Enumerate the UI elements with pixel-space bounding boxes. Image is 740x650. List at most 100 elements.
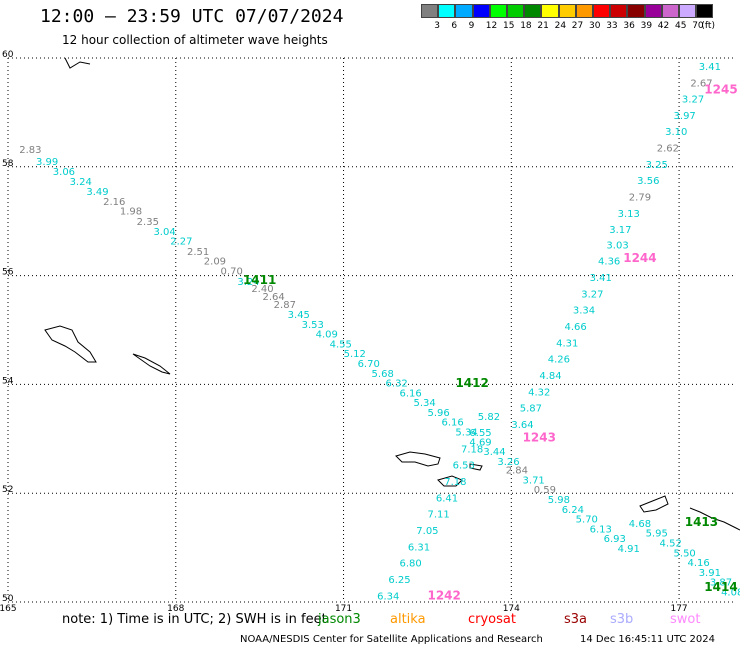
wave-height-value: 5.34 [455,428,477,439]
wave-height-value: 4.36 [598,257,620,268]
wave-height-value: 3.41 [699,62,721,73]
legend-swatch-label: 27 [571,21,584,31]
wave-height-value: 4.55 [330,339,352,350]
wave-height-value: 5.82 [478,412,500,423]
wave-height-value: 6.53 [453,461,475,472]
satellite-s3a: s3a [564,612,588,627]
legend-swatch-label: 9 [468,21,475,31]
wave-height-value: 5.50 [674,548,696,559]
island-east-1 [639,495,669,513]
wave-height-value: 5.87 [520,404,542,415]
lon-tick-label: 168 [167,604,184,614]
wave-height-value: 3.71 [523,475,545,486]
satellite-altika: altika [390,612,426,627]
wave-height-value: 4.91 [618,544,640,555]
lon-tick-label: 177 [670,604,687,614]
island-small-2 [437,475,463,487]
wave-height-value: 5.95 [646,529,668,540]
legend-unit: (ft) [701,21,715,31]
map-subtitle: 12 hour collection of altimeter wave hei… [62,33,328,47]
lat-tick-label: 52 [2,485,13,495]
track-1242: 6.34 6.25 6.80 6.31 7.05 7.11 6.41 7.18 6.53 7.18… [377,412,500,603]
legend-swatch [610,4,628,18]
wave-height-value: 3.06 [53,167,75,178]
legend-swatch-label: 42 [657,21,670,31]
wave-height-value: 6.55 [469,428,491,439]
wave-height-value: 3.34 [573,306,595,317]
legend-swatch-label: 45 [675,21,687,31]
track-1243: 3.64 5.87 4.32 4.84 4.26 4.31 4.66 3.34 3.27 3.41… [511,240,628,444]
satellite-cryosat: cryosat [468,612,516,627]
wave-height-value: 2.84 [506,466,528,477]
wave-height-value: 1.98 [120,207,142,218]
track-1411: 2.833.993.063.243.492.161.982.353.042.27… [19,145,519,468]
lon-tick-label: 165 [0,604,17,614]
legend-swatch [593,4,611,18]
satellite-s3b: s3b [610,612,634,627]
lat-tick-label: 58 [2,159,14,169]
lon-tick-label: 171 [335,604,352,614]
axis-tick-labels: 165 168 171 174 177 60 58 56 54 52 50 [0,50,688,614]
island-attu [44,325,97,363]
track-1414: 1414 [704,580,737,594]
wave-height-value: 4.66 [564,322,586,333]
wave-height-value: 3.26 [497,457,519,468]
wave-height-value: 3.41 [590,273,612,284]
legend-swatch [489,4,507,18]
island-small-1 [132,353,171,375]
wave-height-value: 6.41 [436,493,458,504]
wave-height-value: 4.26 [548,355,570,366]
island-amchitka [395,451,441,467]
footer-credit: NOAA/NESDIS Center for Satellite Applica… [240,634,543,645]
wave-height-value: 6.25 [388,575,410,586]
wave-height-value: 3.56 [637,176,659,187]
track-label: 1412 [455,376,488,390]
track-label: 1413 [685,515,718,529]
wave-height-value: 2.35 [137,217,159,228]
track-label: 1411 [243,273,276,287]
wave-height-value: 3.45 [288,310,310,321]
wave-height-value: 4.84 [539,371,561,382]
wave-height-value: 6.31 [408,542,430,553]
wave-height-value: 6.16 [400,388,422,399]
wave-height-value: 3.13 [618,209,640,220]
satellite-swot: swot [670,612,701,627]
wave-height-value: 5.70 [576,515,598,526]
wave-height-value: 6.32 [386,379,408,390]
wave-height-value: 0.70 [221,267,243,278]
legend-swatch [661,4,679,18]
legend-swatch [438,4,456,18]
wave-height-value: 4.68 [629,519,651,530]
wave-height-value: 3.97 [674,111,696,122]
legend-swatch [696,4,714,18]
legend-swatch-label: 6 [451,21,458,31]
wave-height-value: 5.98 [548,495,570,506]
lat-tick-label: 60 [2,50,14,60]
wave-height-value: 3.91 [699,568,721,579]
track-label: 1244 [623,251,656,265]
wave-height-value: 6.80 [400,559,422,570]
footer-note: note: 1) Time is in UTC; 2) SWH is in fe… [62,612,327,627]
legend-swatch-label: 33 [606,21,618,31]
wave-height-value: 5.12 [344,349,366,360]
legend-swatch-label: 3 [434,21,440,31]
wave-height-value: 7.18 [444,477,466,488]
legend-swatch [627,4,645,18]
wave-height-value: 3.27 [581,289,603,300]
wave-height-value: 4.32 [528,387,550,398]
wave-height-value: 3.03 [606,240,628,251]
wave-height-value: 6.13 [590,524,612,535]
wave-height-value: 3.53 [302,320,324,331]
wave-height-value: 3.64 [511,420,533,431]
wave-height-value: 4.08 [721,587,740,598]
legend-swatch-label: 39 [640,21,653,31]
wave-height-value: 6.93 [604,534,626,545]
legend-swatch-label: 18 [520,21,532,31]
legend-swatch [558,4,576,18]
wave-height-value: 6.16 [441,418,463,429]
legend-swatch-label: 15 [503,21,515,31]
wave-height-value: 2.16 [103,197,125,208]
wave-height-value: 7.05 [416,526,438,537]
lat-tick-label: 54 [2,376,14,386]
wave-height-value: 2.40 [251,284,273,295]
